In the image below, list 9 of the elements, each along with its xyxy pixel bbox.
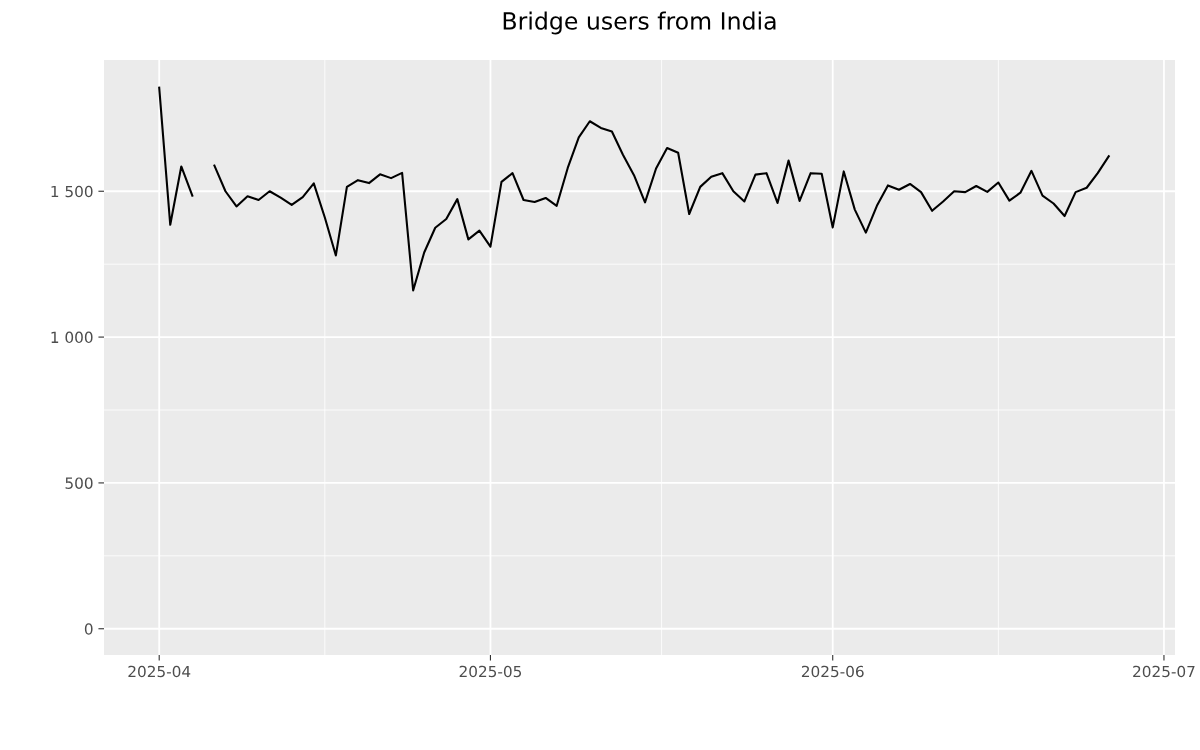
y-tick-label: 0	[84, 623, 93, 635]
x-tick-label: 2025-06	[801, 665, 864, 678]
y-tick-label: 1 000	[51, 331, 93, 344]
y-tick-label: 500	[65, 477, 93, 489]
x-tick-label: 2025-05	[459, 665, 522, 678]
y-tick-label: 1 500	[51, 185, 93, 198]
chart-title: Bridge users from India	[503, 11, 776, 35]
x-tick-label: 2025-07	[1133, 665, 1195, 678]
x-tick-label: 2025-04	[128, 665, 191, 678]
